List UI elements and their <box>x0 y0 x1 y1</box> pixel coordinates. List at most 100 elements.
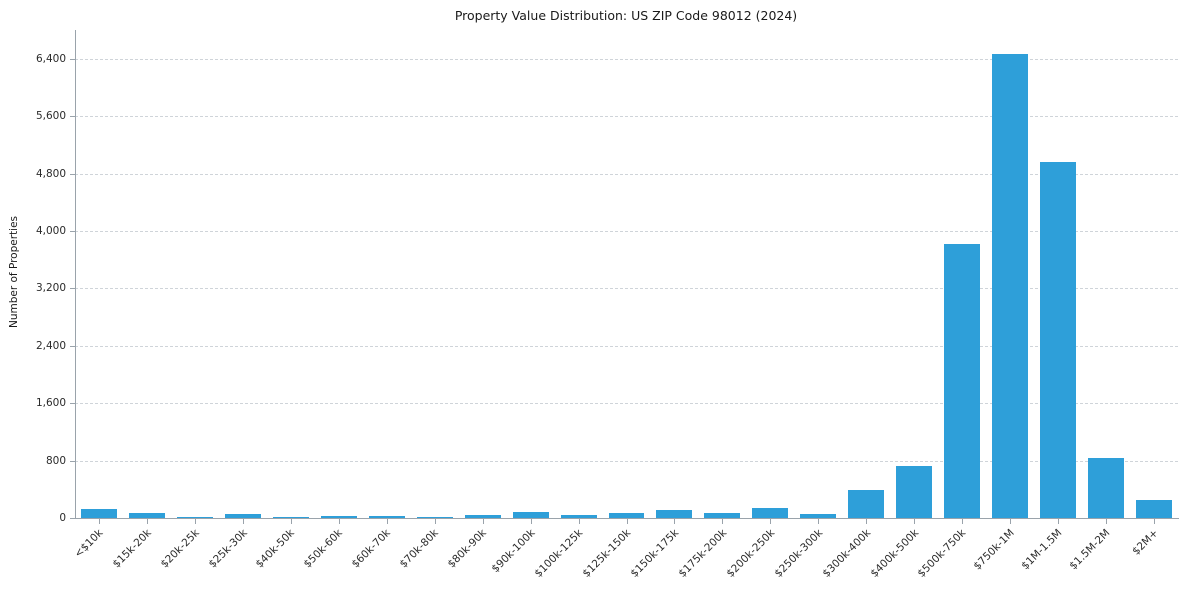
x-tick-mark <box>194 519 196 524</box>
x-tick-label: $40k-50k <box>253 527 298 571</box>
x-tick-label: $1.5M-2M <box>1067 527 1113 573</box>
x-tick-mark <box>338 519 340 524</box>
x-tick-label: $125k-150k <box>580 527 633 580</box>
y-tick-mark <box>70 403 75 405</box>
y-tick-mark <box>70 460 75 462</box>
bar <box>320 515 357 518</box>
gridline <box>75 173 1178 175</box>
bar <box>656 510 693 518</box>
y-axis-line <box>75 30 76 519</box>
bar <box>1088 457 1125 518</box>
gridline <box>75 116 1178 118</box>
x-tick-mark <box>1058 519 1060 524</box>
x-tick-label: $80k-90k <box>445 527 490 571</box>
x-tick-label: $15k-20k <box>110 527 154 571</box>
x-tick-label: <$10k <box>72 527 106 561</box>
y-tick-label: 6,400 <box>35 52 66 65</box>
x-axis-line <box>75 518 1179 519</box>
bar <box>848 490 885 518</box>
y-tick-label: 4,800 <box>35 167 66 180</box>
x-tick-mark <box>146 519 148 524</box>
x-tick-label: $2M+ <box>1129 527 1161 558</box>
bar <box>272 517 309 518</box>
bar <box>560 514 597 518</box>
x-tick-label: $90k-100k <box>488 527 538 576</box>
bar <box>992 53 1029 518</box>
x-tick-label: $500k-750k <box>915 527 969 580</box>
y-tick-label: 0 <box>59 512 66 524</box>
bar <box>512 511 549 518</box>
bar <box>1136 500 1172 518</box>
x-tick-mark <box>578 519 580 524</box>
x-tick-mark <box>1154 519 1156 524</box>
x-tick-label: $50k-60k <box>301 527 346 571</box>
gridline <box>75 58 1178 60</box>
y-tick-mark <box>70 518 75 519</box>
x-tick-mark <box>914 519 916 524</box>
x-tick-label: $400k-500k <box>867 527 921 580</box>
y-tick-mark <box>70 173 75 175</box>
x-tick-label: $20k-25k <box>158 527 202 571</box>
gridline <box>75 460 1178 462</box>
x-tick-mark <box>242 519 244 524</box>
bar <box>128 512 165 518</box>
bar <box>416 517 453 518</box>
x-tick-mark <box>434 519 436 524</box>
x-tick-mark <box>818 519 820 524</box>
bar <box>224 514 261 518</box>
bar <box>80 508 117 518</box>
bar <box>752 507 789 518</box>
x-tick-mark <box>626 519 628 524</box>
x-tick-mark <box>1010 519 1012 524</box>
y-tick-label: 3,200 <box>35 282 66 295</box>
x-tick-mark <box>674 519 676 524</box>
bar <box>896 466 933 518</box>
x-tick-mark <box>866 519 868 524</box>
y-tick-label: 800 <box>45 454 66 467</box>
bar <box>368 515 405 518</box>
x-tick-label: $175k-200k <box>676 527 729 580</box>
x-tick-label: $200k-250k <box>724 527 777 580</box>
x-tick-mark <box>290 519 292 524</box>
x-tick-label: $70k-80k <box>397 527 442 571</box>
y-tick-label: 5,600 <box>35 110 66 123</box>
x-tick-mark <box>1106 519 1108 524</box>
bar <box>176 517 213 518</box>
x-tick-label: $250k-300k <box>771 527 825 580</box>
bar <box>464 515 501 518</box>
y-tick-label: 4,000 <box>35 224 66 237</box>
gridline <box>75 288 1178 290</box>
y-tick-mark <box>70 58 75 60</box>
x-tick-mark <box>770 519 772 524</box>
gridline <box>75 230 1178 232</box>
x-tick-mark <box>530 519 532 524</box>
x-tick-label: $25k-30k <box>205 527 250 571</box>
chart-title: Property Value Distribution: US ZIP Code… <box>454 8 798 23</box>
x-tick-label: $300k-400k <box>819 527 873 580</box>
y-tick-label: 1,600 <box>35 397 66 410</box>
x-tick-mark <box>722 519 724 524</box>
x-tick-label: $60k-70k <box>349 527 394 571</box>
gridline <box>75 345 1178 347</box>
y-axis-title: Number of Properties <box>8 215 20 329</box>
y-tick-mark <box>70 116 75 118</box>
x-tick-mark <box>98 519 100 524</box>
x-tick-mark <box>386 519 388 524</box>
bar <box>704 513 741 518</box>
bar <box>944 243 981 518</box>
bar <box>800 514 837 518</box>
y-tick-label: 2,400 <box>35 339 66 352</box>
y-tick-mark <box>70 345 75 347</box>
x-tick-label: $750k-1M <box>971 527 1017 573</box>
y-tick-mark <box>70 230 75 232</box>
gridline <box>75 403 1178 405</box>
bar <box>608 513 645 518</box>
x-tick-label: $150k-175k <box>628 527 681 580</box>
y-tick-mark <box>70 288 75 290</box>
x-tick-mark <box>482 519 484 524</box>
x-tick-label: $100k-125k <box>532 527 586 580</box>
x-tick-mark <box>962 519 964 524</box>
bar <box>1040 162 1077 518</box>
x-tick-label: $1M-1.5M <box>1019 527 1065 573</box>
